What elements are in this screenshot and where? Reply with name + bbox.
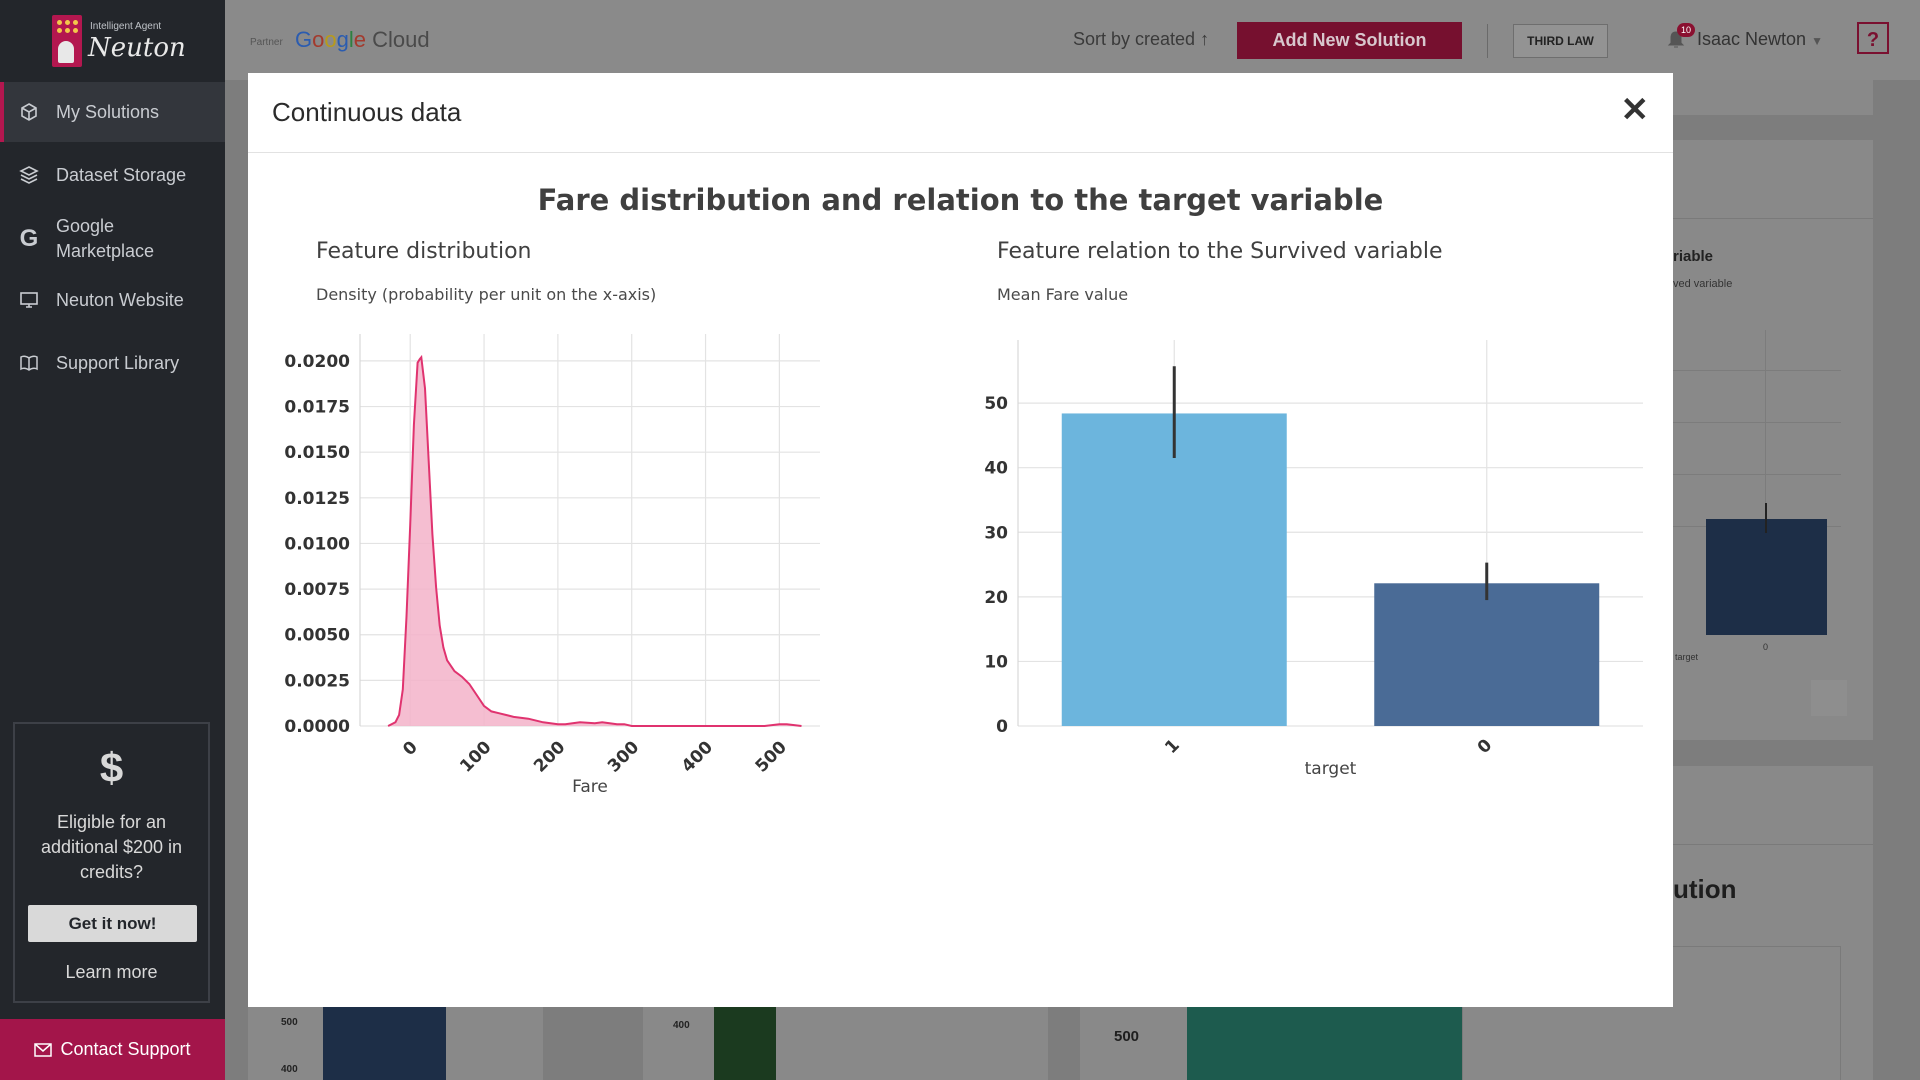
y-tick-label: 0.0100 <box>284 534 350 554</box>
partner-label: Partner <box>250 37 283 48</box>
get-credits-button[interactable]: Get it now! <box>28 905 197 942</box>
logo-badge <box>52 15 82 67</box>
figure-title: Fare distribution and relation to the ta… <box>537 183 1384 217</box>
neuton-logo[interactable]: Intelligent Agent Neuton <box>52 15 202 70</box>
help-button[interactable]: ? <box>1857 22 1889 54</box>
third-law-button[interactable]: THIRD LAW <box>1513 24 1608 58</box>
x-tick-label: 0 <box>1474 735 1497 758</box>
y-tick-label: 40 <box>984 459 1008 479</box>
y-tick-label: 0.0150 <box>284 443 350 463</box>
background-card: riable ved variable 0 target <box>1673 140 1873 740</box>
chevron-down-icon: ▼ <box>1811 34 1823 48</box>
bar <box>1061 413 1287 726</box>
add-new-solution-button[interactable]: Add New Solution <box>1237 22 1462 59</box>
x-tick-label: 1 <box>1161 735 1184 758</box>
y-tick-label: 10 <box>984 652 1008 672</box>
contact-support-button[interactable]: Contact Support <box>0 1019 225 1080</box>
learn-more-link[interactable]: Learn more <box>65 962 158 982</box>
left-chart-ylabel: Density (probability per unit on the x-a… <box>316 285 657 304</box>
y-tick-label: 0.0025 <box>284 671 350 691</box>
density-area <box>388 357 802 726</box>
divider <box>1487 24 1488 58</box>
background-bar <box>1187 1006 1462 1080</box>
dollar-icon: $ <box>99 744 124 791</box>
user-menu[interactable]: Isaac Newton ▼ <box>1697 29 1823 49</box>
x-tick-label: 300 <box>604 737 643 776</box>
bar <box>1374 583 1600 726</box>
google-icon: G <box>19 225 39 252</box>
background-card <box>1673 80 1873 115</box>
background-text: 500 <box>281 1017 298 1028</box>
y-tick-label: 0.0050 <box>284 626 350 646</box>
sidebar-item-neuton-website[interactable]: Neuton Website <box>0 270 225 330</box>
right-chart-ylabel: Mean Fare value <box>997 285 1129 304</box>
y-tick-label: 30 <box>984 523 1008 543</box>
contact-support-label: Contact Support <box>60 1039 191 1059</box>
background-text: 0 <box>1763 642 1769 652</box>
y-tick-label: 50 <box>984 394 1008 414</box>
sidebar: Intelligent Agent Neuton My Solutions Da… <box>0 0 225 1080</box>
arrow-up-icon: ↑ <box>1200 29 1210 49</box>
background-text: target <box>1675 652 1699 662</box>
y-tick-label: 0 <box>996 717 1008 737</box>
x-axis-label: target <box>1305 759 1357 779</box>
logo-name: Neuton <box>88 33 186 63</box>
top-bar: Partner Google Cloud Sort by created ↑ A… <box>225 0 1920 80</box>
continuous-data-modal: Continuous data ✕ Fare distribution and … <box>248 73 1673 1007</box>
background-card: 500 400 <box>248 1007 543 1080</box>
modal-title: Continuous data <box>272 97 462 127</box>
google-cloud-logo: Google Cloud <box>295 27 430 52</box>
y-tick-label: 20 <box>984 588 1008 608</box>
density-line <box>387 354 802 727</box>
fare-density-chart: 0.0000 0.0025 0.0050 0.0075 0.0100 0.0125 0.01… <box>284 334 820 797</box>
monitor-icon <box>18 289 40 311</box>
close-icon[interactable]: ✕ <box>1620 91 1650 129</box>
background-text: 500 <box>1114 1028 1140 1045</box>
background-text: 400 <box>281 1064 298 1075</box>
sidebar-item-my-solutions[interactable]: My Solutions <box>0 82 225 142</box>
sidebar-item-dataset-storage[interactable]: Dataset Storage <box>0 145 225 205</box>
book-icon <box>18 352 40 374</box>
x-tick-label: 500 <box>752 737 791 776</box>
credits-text: Eligible for an additional $200 in credi… <box>40 812 183 882</box>
layers-icon <box>18 164 40 186</box>
y-tick-label: 0.0200 <box>284 352 350 372</box>
left-chart-title: Feature distribution <box>316 239 532 264</box>
background-text: ved variable <box>1673 278 1733 290</box>
x-axis-label: Fare <box>572 777 608 797</box>
background-bar <box>714 1007 776 1080</box>
sidebar-item-google-marketplace[interactable]: G Google Marketplace <box>0 208 225 270</box>
y-tick-label: 0.0175 <box>284 398 350 418</box>
background-card: 400 <box>643 1007 1048 1080</box>
sidebar-item-label: My Solutions <box>56 101 160 122</box>
sidebar-item-label: Dataset Storage <box>56 164 187 185</box>
sidebar-item-label: Google Marketplace <box>56 216 155 261</box>
notification-count-badge: 10 <box>1677 23 1695 37</box>
credits-panel: $ Eligible for an additional $200 in cre… <box>13 722 210 1003</box>
background-bar <box>323 1007 446 1080</box>
background-bar <box>1706 519 1827 635</box>
background-text: riable <box>1673 248 1714 265</box>
cube-icon <box>18 101 40 123</box>
y-tick-label: 0.0000 <box>284 717 350 737</box>
x-tick-label: 0 <box>399 737 422 760</box>
modal-header: Continuous data ✕ <box>248 73 1673 153</box>
y-tick-label: 0.0125 <box>284 489 350 509</box>
sidebar-item-support-library[interactable]: Support Library <box>0 333 225 393</box>
logo-tagline: Intelligent Agent <box>90 21 162 32</box>
x-tick-label: 100 <box>456 737 495 776</box>
mail-icon <box>34 1042 53 1057</box>
sidebar-item-label: Neuton Website <box>56 289 184 310</box>
sort-dropdown[interactable]: Sort by created ↑ <box>1073 29 1210 49</box>
sidebar-item-label: Support Library <box>56 352 180 373</box>
x-tick-label: 200 <box>530 737 569 776</box>
right-chart-title: Feature relation to the Survived variabl… <box>997 239 1443 264</box>
background-text: ution <box>1673 874 1737 904</box>
background-text: 400 <box>673 1020 690 1031</box>
x-tick-label: 400 <box>678 737 717 776</box>
next-arrow-button[interactable] <box>1811 680 1847 716</box>
y-tick-label: 0.0075 <box>284 580 350 600</box>
